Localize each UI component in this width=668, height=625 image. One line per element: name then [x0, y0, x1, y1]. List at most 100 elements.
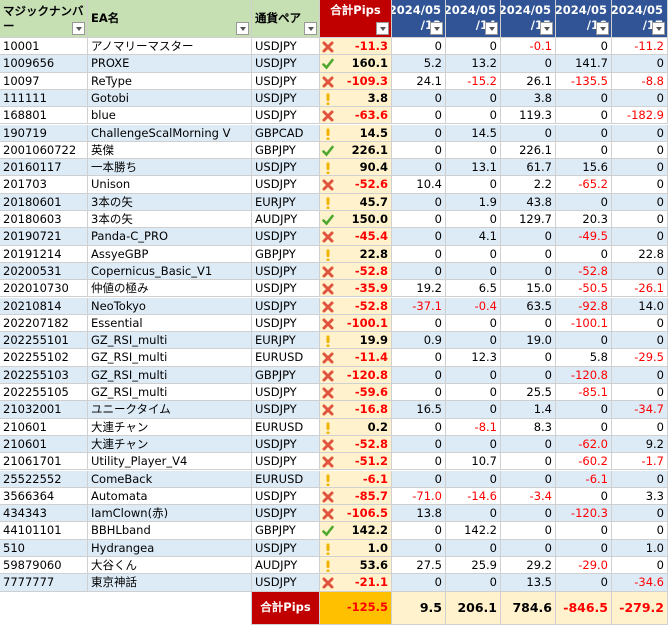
cell-text: -52.8 — [354, 436, 388, 451]
filter-button[interactable] — [236, 22, 249, 35]
cell-text: USDJPY — [255, 160, 297, 175]
cell-text: 0 — [600, 333, 608, 348]
magic-number: 20180601 — [0, 193, 88, 211]
total-pips: -120.8 — [320, 366, 392, 384]
cell-text: GBPJPY — [255, 367, 296, 382]
cell-text: 13.2 — [471, 56, 497, 71]
cell-text: 19.0 — [526, 333, 552, 348]
magic-number: 202255103 — [0, 366, 88, 384]
cell-text: 20180603 — [3, 212, 62, 226]
ea-name: Gotobi — [88, 89, 252, 108]
magic-number: 202255102 — [0, 349, 88, 367]
filter-button[interactable] — [652, 22, 665, 35]
cell-text: 1.0 — [645, 540, 664, 555]
daily-pips: 0 — [392, 314, 446, 333]
cell-text: USDJPY — [255, 73, 297, 88]
cell-text: 0 — [600, 142, 608, 157]
daily-pips: 0 — [556, 107, 612, 125]
cell-text: 0 — [489, 263, 497, 278]
daily-pips: 5.8 — [556, 349, 612, 367]
total-pips: -59.6 — [320, 384, 392, 402]
cell-text: 0 — [544, 125, 552, 140]
status-icon — [322, 439, 334, 452]
daily-pips: -52.8 — [556, 262, 612, 281]
cell-text: 15.0 — [526, 281, 552, 296]
daily-pips: 0 — [501, 245, 556, 263]
daily-pips: 0 — [556, 401, 612, 419]
daily-pips: 0 — [392, 539, 446, 557]
cell-text: USDJPY — [255, 385, 297, 399]
cell-text: 45.7 — [359, 194, 388, 209]
daily-pips: 63.5 — [501, 297, 556, 315]
daily-pips: -29.5 — [612, 349, 668, 367]
cell-text: -6.1 — [362, 471, 388, 486]
cell-text: Panda-C_PRO — [91, 229, 169, 244]
cell-text: 210601 — [3, 436, 47, 451]
cell-text: 0 — [489, 385, 497, 399]
cell-text: 190719 — [3, 125, 47, 140]
cell-text: -35.9 — [354, 281, 388, 296]
cell-text: GZ_RSI_multi — [91, 350, 168, 365]
filter-button[interactable] — [72, 22, 85, 35]
cell-text: 0 — [489, 90, 497, 105]
daily-pips: 4.1 — [446, 228, 501, 246]
cell-text: EURUSD — [255, 471, 304, 486]
cell-text: 10.4 — [416, 177, 442, 192]
currency-pair: USDJPY — [252, 89, 320, 108]
status-icon — [322, 58, 334, 71]
column-header: マジックナンバー — [0, 0, 88, 38]
cell-text: -49.5 — [578, 229, 608, 244]
daily-pips: 15.0 — [501, 280, 556, 298]
cell-text: 20190721 — [3, 229, 62, 244]
cell-text: 0 — [544, 454, 552, 469]
daily-pips: 0 — [392, 349, 446, 367]
cell-text: 0 — [544, 523, 552, 538]
cell-text: 3.3 — [645, 488, 664, 503]
filter-button[interactable] — [485, 22, 498, 35]
footer-label: 合計Pips — [252, 591, 320, 625]
status-icon — [322, 266, 334, 279]
total-pips: -16.8 — [320, 401, 392, 419]
daily-pips: 0 — [392, 470, 446, 488]
total-pips: 150.0 — [320, 211, 392, 229]
daily-pips: 0 — [556, 89, 612, 108]
daily-pips: 0 — [446, 262, 501, 281]
daily-pips: 43.8 — [501, 193, 556, 211]
filter-button[interactable] — [376, 22, 389, 35]
filter-button[interactable] — [540, 22, 553, 35]
cell-text: 0 — [656, 160, 664, 175]
cell-text: 9.5 — [419, 600, 442, 616]
cell-text: -34.7 — [634, 402, 664, 417]
cell-text: 0 — [600, 419, 608, 434]
cell-text: USDJPY — [255, 436, 297, 451]
cell-text: -52.6 — [354, 177, 388, 192]
daily-pips: 2.2 — [501, 176, 556, 194]
total-pips: -52.6 — [320, 176, 392, 194]
filter-button[interactable] — [430, 22, 443, 35]
filter-button[interactable] — [304, 22, 317, 35]
cell-text: 5.2 — [423, 56, 442, 71]
cell-text: 129.7 — [519, 212, 552, 226]
cell-text: -11.4 — [354, 350, 388, 365]
cell-text: 206.1 — [457, 600, 497, 616]
cell-text: -62.0 — [578, 436, 608, 451]
cell-text: EA名 — [91, 11, 120, 25]
magic-number: 59879060 — [0, 557, 88, 575]
filter-button[interactable] — [596, 22, 609, 35]
cell-text: 24.1 — [416, 73, 442, 88]
total-pips: 0.2 — [320, 418, 392, 436]
cell-text: USDJPY — [255, 108, 297, 123]
magic-number: 210601 — [0, 418, 88, 436]
daily-pips: 61.7 — [501, 159, 556, 177]
status-icon — [322, 525, 334, 538]
cell-text: 25.9 — [471, 558, 497, 572]
footer-daily: -846.5 — [556, 591, 612, 625]
magic-number: 168801 — [0, 107, 88, 125]
cell-text: 0 — [656, 90, 664, 105]
cell-text: 0 — [489, 402, 497, 417]
cell-text: マジックナンバー — [3, 3, 84, 33]
status-icon — [322, 93, 334, 106]
total-pips: -52.8 — [320, 435, 392, 454]
cell-text: 0 — [434, 246, 442, 261]
total-pips: -21.1 — [320, 574, 392, 592]
